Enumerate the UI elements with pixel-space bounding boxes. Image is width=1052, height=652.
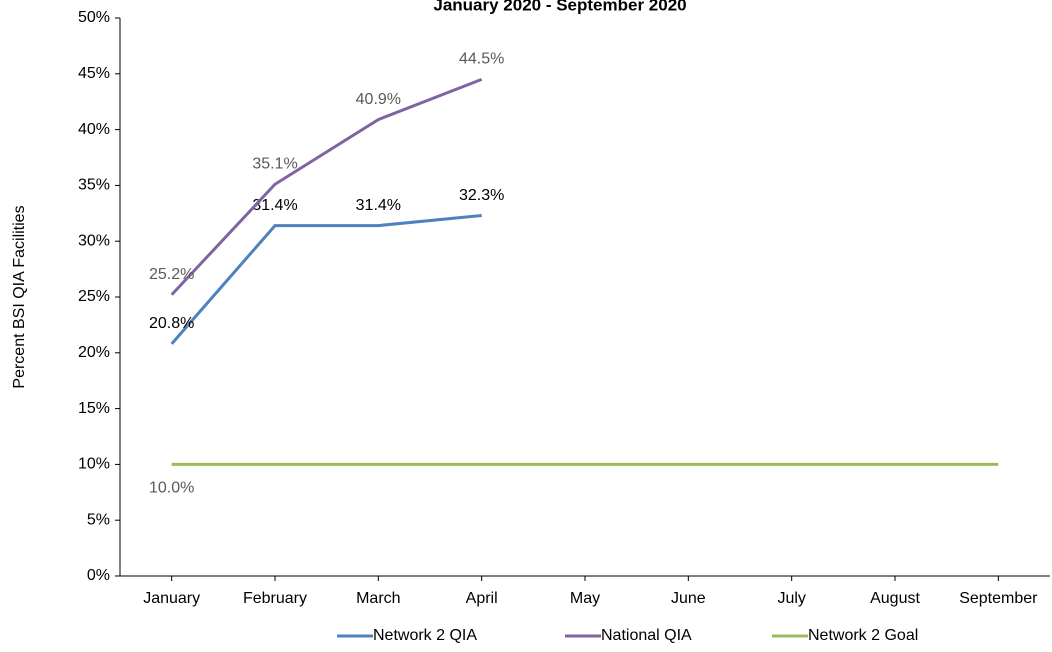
y-tick-label: 0% — [87, 567, 110, 584]
y-tick-label: 10% — [78, 456, 110, 473]
legend-label: Network 2 Goal — [808, 627, 918, 644]
y-tick-label: 5% — [87, 511, 110, 528]
x-tick-label: May — [570, 590, 600, 607]
series-line — [170, 214, 482, 345]
y-tick-label: 15% — [78, 400, 110, 417]
data-label: 10.0% — [149, 480, 194, 497]
y-tick-label: 45% — [78, 65, 110, 82]
data-label: 20.8% — [149, 315, 194, 332]
x-tick-label: June — [671, 590, 706, 607]
x-tick-label: March — [356, 590, 400, 607]
data-label: 25.2% — [149, 266, 194, 283]
chart-title: January 2020 - September 2020 — [433, 0, 686, 14]
data-label: 31.4% — [356, 197, 401, 214]
legend-label: National QIA — [601, 627, 692, 644]
y-tick-label: 35% — [78, 177, 110, 194]
x-tick-label: July — [777, 590, 805, 607]
data-label: 35.1% — [252, 156, 297, 173]
data-label: 44.5% — [459, 51, 504, 68]
y-tick-label: 50% — [78, 9, 110, 26]
x-tick-label: January — [143, 590, 200, 607]
y-tick-label: 25% — [78, 288, 110, 305]
y-axis-label: Percent BSI QIA Facilities — [11, 205, 28, 388]
x-tick-label: September — [959, 590, 1038, 607]
x-tick-label: April — [466, 590, 498, 607]
y-tick-label: 30% — [78, 232, 110, 249]
data-label: 40.9% — [356, 91, 401, 108]
legend-label: Network 2 QIA — [373, 627, 477, 644]
y-tick-label: 20% — [78, 344, 110, 361]
data-label: 32.3% — [459, 187, 504, 204]
x-tick-label: August — [870, 590, 920, 607]
x-tick-label: February — [243, 590, 307, 607]
y-tick-label: 40% — [78, 121, 110, 138]
data-label: 31.4% — [252, 197, 297, 214]
series-line — [170, 77, 483, 296]
